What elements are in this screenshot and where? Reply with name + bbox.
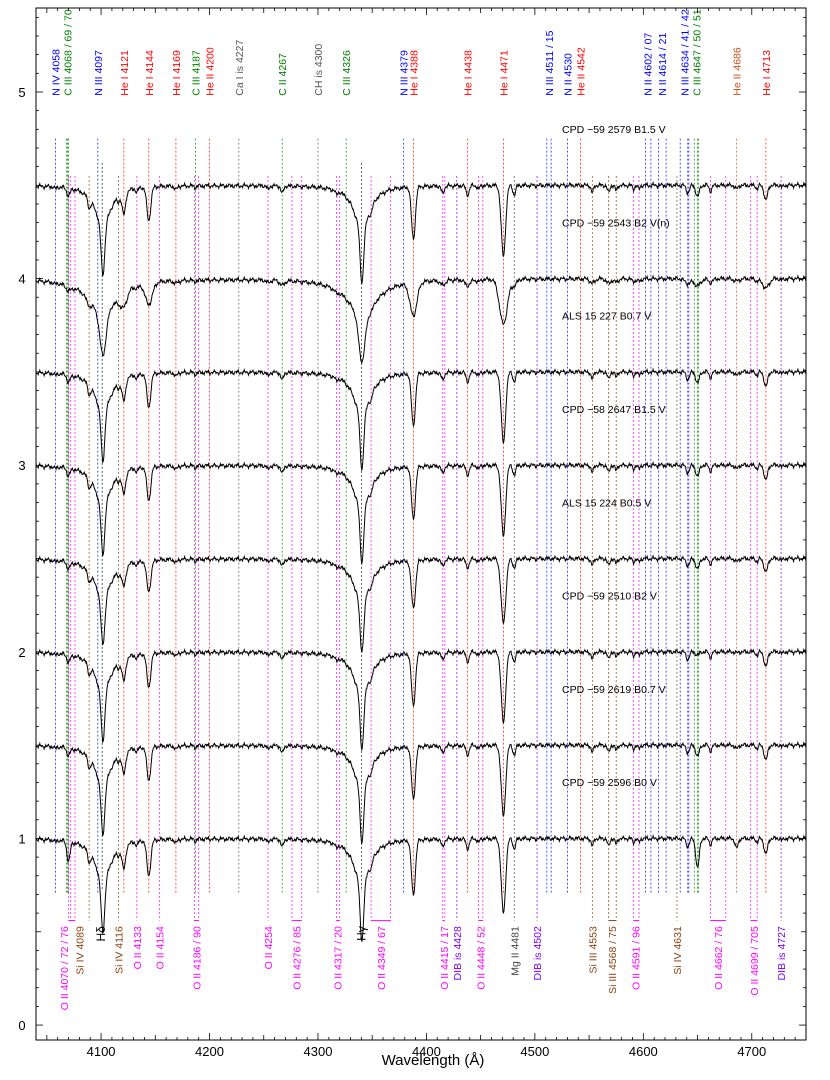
y-tick-label: 1 <box>18 831 25 846</box>
top-line-label: He I 4713 <box>761 50 773 96</box>
bottom-line-label: Si IV 4116 <box>113 926 125 974</box>
x-tick-label: 4200 <box>195 1044 224 1059</box>
star-label-6: CPD −59 2619 B0.7 V <box>562 684 666 696</box>
bottom-line-label: Si III 4568 / 75 <box>607 926 619 994</box>
y-tick-label: 3 <box>18 458 25 473</box>
top-line-label: He II 4686 <box>732 47 744 96</box>
bottom-line-label: Si III 4553 <box>587 926 599 973</box>
bottom-line-label: Si IV 4089 <box>74 926 86 975</box>
bottom-line-label: O II 4154 <box>155 926 167 969</box>
top-line-label: N III 4511 / 15 <box>544 30 556 95</box>
bottom-line-label: O II 4699 / 705 <box>749 926 761 996</box>
spectra-group <box>35 180 807 942</box>
spectrum-line-3 <box>35 460 807 564</box>
top-line-label: N III 4379 <box>399 50 411 96</box>
top-line-label: He I 4438 <box>463 50 475 96</box>
top-line-label: He I 4121 <box>119 50 131 96</box>
spectrum-line-7 <box>35 834 807 942</box>
star-label-0: CPD −59 2579 B1.5 V <box>562 124 666 136</box>
top-line-label: N III 4097 <box>93 50 105 96</box>
star-label-group: CPD −59 2579 B1.5 V CPD −59 2543 B2 V(n) A… <box>562 124 670 789</box>
top-line-label: C II 4267 <box>277 53 289 96</box>
spectrum-line-5 <box>35 647 807 751</box>
top-line-label: He I 4144 <box>144 50 156 96</box>
bottom-line-label: Mg II 4481 <box>509 926 521 976</box>
top-line-label: He I 4388 <box>408 50 420 96</box>
spectrum-line-2 <box>35 367 807 471</box>
bottom-line-label: Hδ <box>94 926 108 942</box>
y-tick-label: 0 <box>18 1018 25 1033</box>
axes-group: 4100 4200 4300 4400 4500 4600 4700 0 1 2 3 4 5 <box>18 7 807 1059</box>
y-tick-label: 5 <box>18 85 25 100</box>
top-line-label-group: N IV 4058 C III 4068 / 69 / 70 N III 4097 H… <box>51 9 773 96</box>
bottom-line-label: O II 4276 / 85 <box>291 926 303 990</box>
top-line-label: He I 4169 <box>171 50 183 96</box>
y-tick-label: 4 <box>18 272 25 287</box>
x-tick-label: 4300 <box>304 1044 333 1059</box>
star-label-2: ALS 15 227 B0.7 V <box>562 311 651 323</box>
top-line-label: CH is 4300 <box>313 44 325 96</box>
top-line-label: N III 4634 / 41 / 42 <box>680 9 692 96</box>
bottom-line-label: O II 4070 / 72 / 76 <box>59 926 71 1010</box>
spectrum-line-1 <box>35 274 807 365</box>
x-tick-label: 4700 <box>737 1044 766 1059</box>
bottom-line-label-group: O II 4070 / 72 / 76 Si IV 4089 Hδ Si IV 411… <box>59 926 788 1010</box>
top-line-label: He I 4471 <box>498 50 510 96</box>
top-line-label: C III 4068 / 69 / 70 <box>62 9 74 96</box>
bottom-line-label: O II 4591 / 96 <box>631 926 643 990</box>
star-label-4: ALS 15 224 B0.5 V <box>562 497 651 509</box>
x-tick-label: 4400 <box>412 1044 441 1059</box>
x-axis-label: Wavelength (Å) <box>382 1052 485 1069</box>
bottom-line-label: O II 4317 / 20 <box>332 926 344 990</box>
plot-frame <box>35 7 807 1041</box>
line-marker-group <box>55 138 782 922</box>
spectrum-line-6 <box>35 740 807 844</box>
spectrum-line-4 <box>35 554 807 653</box>
x-tick-label: 4500 <box>520 1044 549 1059</box>
top-line-label: He II 4200 <box>205 47 217 96</box>
top-line-label: C III 4647 / 50 / 51 <box>691 9 703 96</box>
bottom-line-label: O II 4448 / 52 <box>476 926 488 990</box>
top-line-label: N II 4602 / 07 <box>643 33 655 96</box>
bottom-line-label: O II 4349 / 67 <box>376 926 388 990</box>
top-line-label: C III 4326 <box>341 50 353 96</box>
star-label-1: CPD −59 2543 B2 V(n) <box>562 217 670 229</box>
y-tick-label: 2 <box>18 645 25 660</box>
bottom-line-label: Si IV 4631 <box>672 926 684 975</box>
x-tick-label: 4600 <box>629 1044 658 1059</box>
top-line-label: C III 4187 <box>190 50 202 96</box>
bottom-line-label: DIB is 4428 <box>452 926 464 980</box>
top-line-label: N IV 4058 <box>51 49 63 96</box>
bottom-line-label: DIB is 4502 <box>532 926 544 980</box>
bottom-line-label: O II 4662 / 76 <box>713 926 725 990</box>
top-line-label: N II 4614 / 21 <box>657 33 669 96</box>
bottom-line-label: Hγ <box>354 926 368 941</box>
star-label-7: CPD −59 2596 B0 V <box>562 777 657 789</box>
top-line-label: He II 4542 <box>575 47 587 96</box>
spectrum-line-0 <box>35 180 807 284</box>
top-line-label: N II 4530 <box>562 53 574 96</box>
top-line-label: Ca I is 4227 <box>234 40 246 96</box>
bottom-line-label: O II 4133 <box>132 926 144 969</box>
star-label-3: CPD −58 2647 B1.5 V <box>562 404 666 416</box>
x-tick-label: 4100 <box>87 1044 116 1059</box>
star-label-5: CPD −59 2510 B2 V <box>562 591 657 603</box>
bottom-line-label: O II 4415 / 17 <box>439 926 451 990</box>
bottom-line-label: O II 4254 <box>263 926 275 969</box>
bottom-line-label: DIB is 4727 <box>776 926 788 980</box>
bottom-line-label: O II 4186 / 90 <box>192 926 204 990</box>
